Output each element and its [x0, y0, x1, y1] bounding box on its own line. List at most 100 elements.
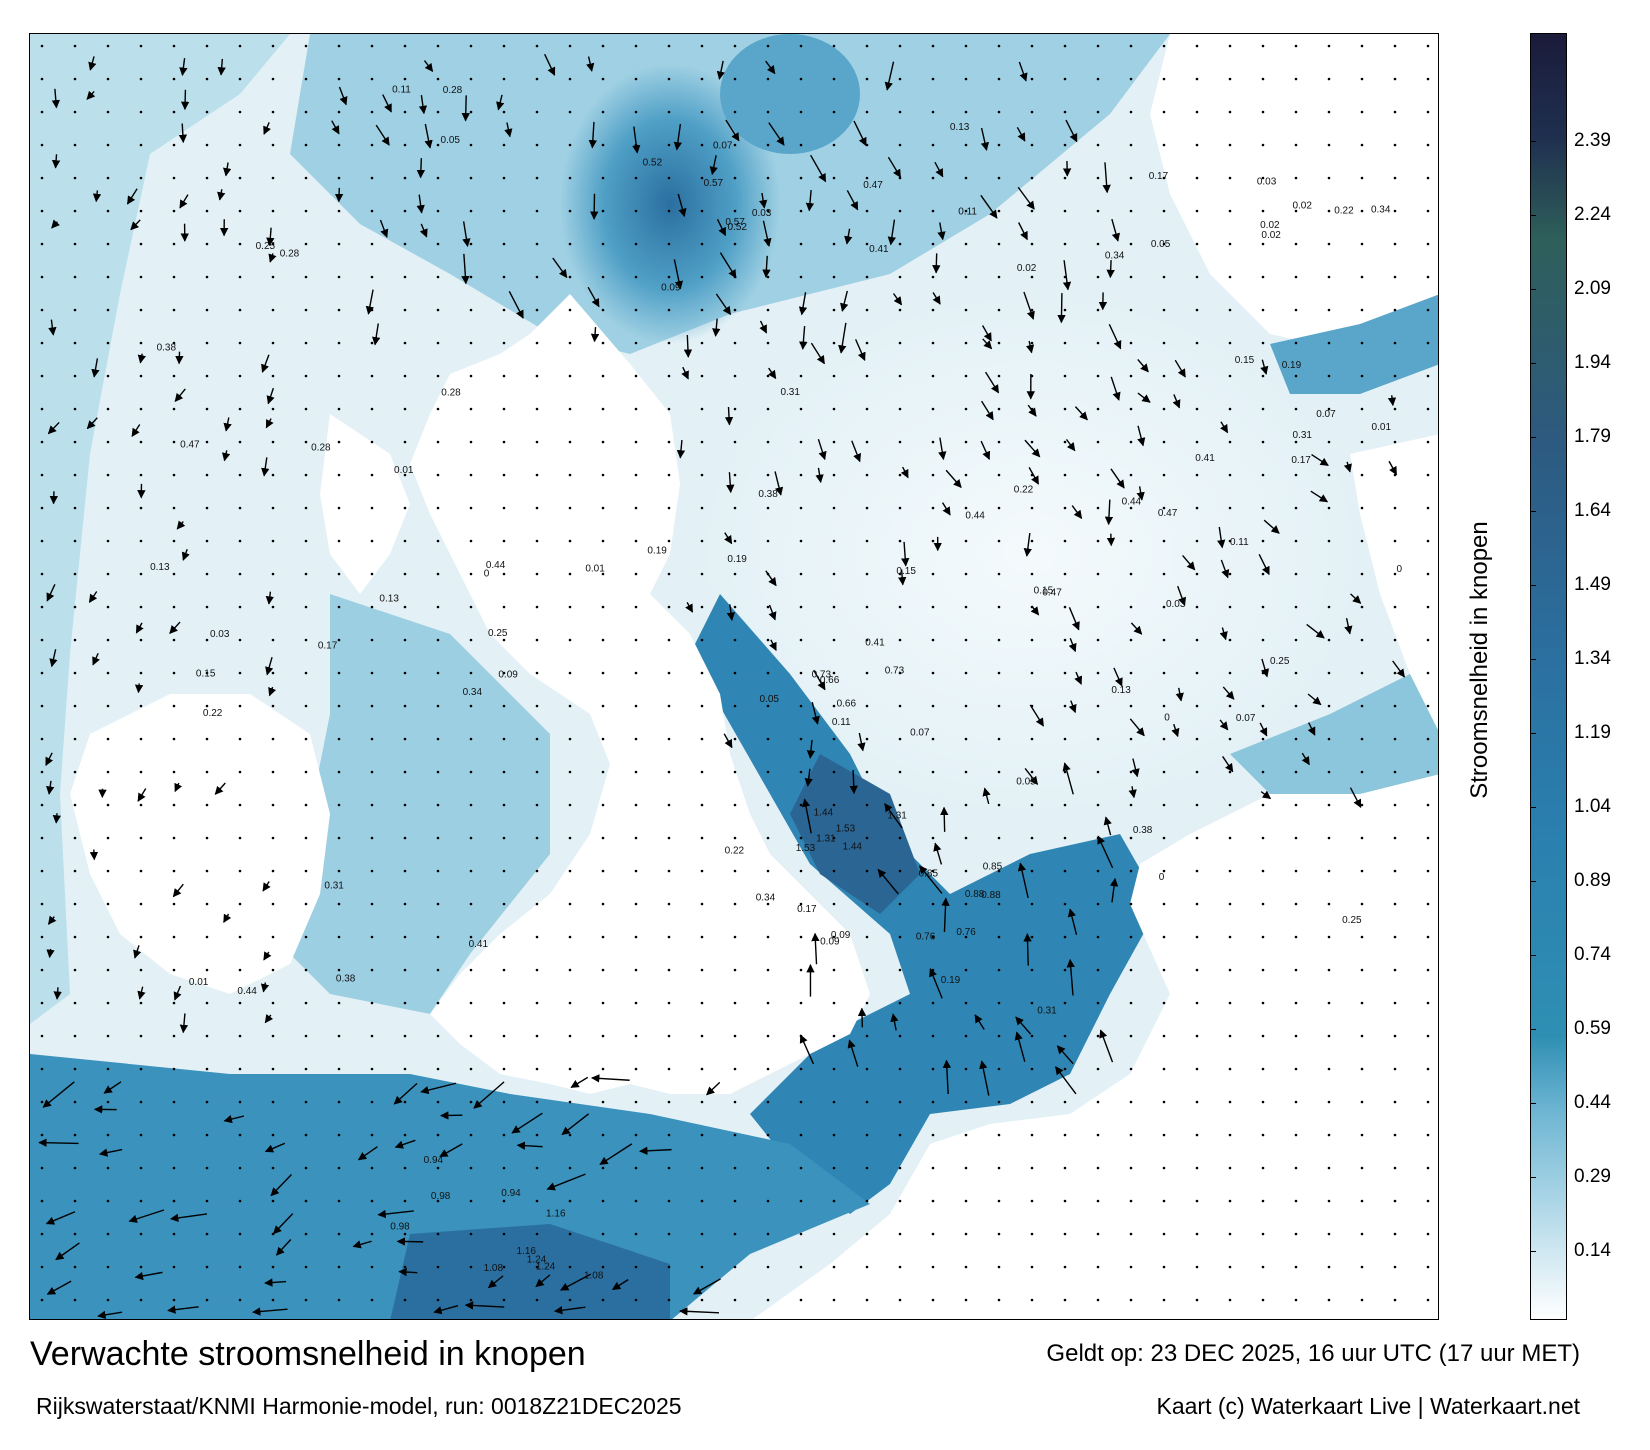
grid-dot	[1162, 1265, 1166, 1269]
grid-dot	[667, 407, 671, 411]
grid-dot	[172, 539, 176, 543]
grid-dot	[1195, 1133, 1199, 1137]
grid-dot	[733, 1100, 737, 1104]
current-arrow	[811, 932, 820, 965]
grid-dot	[832, 374, 836, 378]
grid-dot	[1261, 539, 1265, 543]
land-great-britain	[410, 294, 870, 1094]
grid-dot	[337, 341, 341, 345]
speed-label: 1.16	[546, 1208, 566, 1219]
grid-dot	[766, 1133, 770, 1137]
grid-dot	[139, 374, 143, 378]
grid-dot	[469, 308, 473, 312]
grid-dot	[1426, 770, 1430, 774]
grid-dot	[40, 44, 44, 48]
speed-label: 1.31	[816, 834, 836, 845]
grid-dot	[106, 341, 110, 345]
grid-dot	[799, 671, 803, 675]
grid-dot	[172, 176, 176, 180]
grid-dot	[1228, 374, 1232, 378]
grid-dot	[964, 1166, 968, 1170]
grid-dot	[568, 935, 572, 939]
current-arrow	[167, 1305, 199, 1314]
grid-dot	[1426, 539, 1430, 543]
grid-dot	[436, 539, 440, 543]
grid-dot	[568, 1298, 572, 1302]
grid-dot	[766, 308, 770, 312]
grid-dot	[502, 935, 506, 939]
current-arrow	[979, 1060, 990, 1096]
grid-dot	[535, 341, 539, 345]
grid-dot	[634, 407, 638, 411]
grid-dot	[139, 1067, 143, 1071]
grid-dot	[1261, 671, 1265, 675]
grid-dot	[1063, 704, 1067, 708]
grid-dot	[1327, 176, 1331, 180]
grid-dot	[601, 506, 605, 510]
grid-dot	[997, 1001, 1001, 1005]
grid-dot	[667, 1298, 671, 1302]
grid-dot	[502, 671, 506, 675]
grid-dots	[40, 44, 1430, 1302]
grid-dot	[964, 638, 968, 642]
colorbar-tick-label: 1.94	[1574, 352, 1611, 374]
grid-dot	[403, 1133, 407, 1137]
grid-dot	[1393, 1166, 1397, 1170]
grid-dot	[1261, 143, 1265, 147]
speed-label: 0.47	[1042, 587, 1062, 598]
grid-dot	[964, 44, 968, 48]
grid-dot	[139, 902, 143, 906]
current-arrow	[133, 945, 142, 959]
current-arrow	[980, 440, 991, 460]
grid-dot	[799, 176, 803, 180]
grid-dot	[1063, 1298, 1067, 1302]
grid-dot	[1360, 44, 1364, 48]
german-bight-flow	[1230, 674, 1438, 794]
grid-dot	[337, 275, 341, 279]
grid-dot	[733, 836, 737, 840]
grid-dot	[1360, 770, 1364, 774]
speed-label: 0.11	[392, 84, 411, 95]
grid-dot	[1261, 1199, 1265, 1203]
current-arrow	[1387, 395, 1397, 407]
grid-dot	[601, 968, 605, 972]
grid-dot	[304, 704, 308, 708]
grid-dot	[40, 1298, 44, 1302]
grid-dot	[1360, 803, 1364, 807]
grid-dot	[106, 242, 110, 246]
grid-dot	[1195, 539, 1199, 543]
current-arrow	[1260, 359, 1269, 375]
grid-dot	[733, 737, 737, 741]
grid-dot	[403, 902, 407, 906]
grid-dot	[535, 836, 539, 840]
colorbar-tick-label: 1.79	[1574, 426, 1611, 448]
grid-dot	[799, 473, 803, 477]
grid-dot	[73, 209, 77, 213]
grid-dot	[832, 671, 836, 675]
grid-dot	[436, 836, 440, 840]
grid-dot	[370, 737, 374, 741]
grid-dot	[502, 77, 506, 81]
grid-dot	[634, 902, 638, 906]
grid-dot	[766, 275, 770, 279]
grid-dot	[403, 704, 407, 708]
speed-label: 0.44	[1122, 496, 1142, 507]
grid-dot	[1195, 1265, 1199, 1269]
grid-dot	[634, 1001, 638, 1005]
grid-dot	[1426, 473, 1430, 477]
grid-dot	[172, 1298, 176, 1302]
grid-dot	[139, 605, 143, 609]
grid-dot	[535, 440, 539, 444]
grid-dot	[634, 1199, 638, 1203]
grid-dot	[568, 737, 572, 741]
grid-dot	[370, 869, 374, 873]
speed-label: 0.07	[1236, 713, 1256, 724]
grid-dot	[1096, 737, 1100, 741]
grid-dot	[502, 737, 506, 741]
grid-dot	[865, 1100, 869, 1104]
grid-dot	[205, 110, 209, 114]
grid-dot	[1261, 770, 1265, 774]
grid-dot	[238, 1067, 242, 1071]
grid-dot	[205, 209, 209, 213]
grid-dot	[931, 308, 935, 312]
